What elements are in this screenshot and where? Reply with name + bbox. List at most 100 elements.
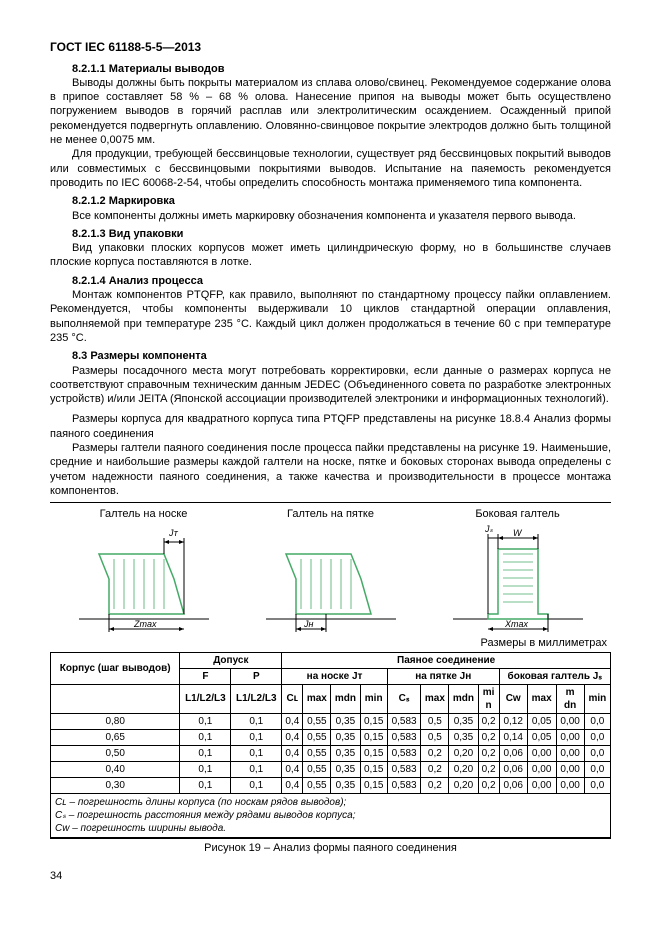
table-cell: 0,2 <box>478 729 499 745</box>
note-cs: Cₛ – погрешность расстояния между рядами… <box>55 809 606 822</box>
table-cell: 0,80 <box>51 713 180 729</box>
table-cell: 0,1 <box>231 761 282 777</box>
toe-diagram-icon: Jᴛ Zmax <box>69 524 219 634</box>
table-cell: 0,1 <box>180 777 231 793</box>
table-cell: 0,00 <box>556 777 584 793</box>
table-cell: 0,35 <box>449 713 478 729</box>
table-cell: 0,5 <box>421 729 449 745</box>
dim-jt: Jᴛ <box>168 528 179 538</box>
doc-header: ГОСТ IEC 61188-5-5—2013 <box>50 40 611 56</box>
th-cl: Cʟ <box>282 684 303 713</box>
table-cell: 0,06 <box>499 745 527 761</box>
table-cell: 0,20 <box>449 777 478 793</box>
dim-xmax: Xmax <box>504 619 529 629</box>
th-bokovaya: боковая галтель Jₛ <box>499 668 610 684</box>
para-83-3: Размеры галтели паяного соединения после… <box>50 441 611 498</box>
figure-19: Галтель на носке Jᴛ Zmax Галтель на пятк… <box>50 502 611 839</box>
table-cell: 0,1 <box>180 729 231 745</box>
table-cell: 0,35 <box>331 729 360 745</box>
th-cs: Cₛ <box>387 684 421 713</box>
th-korpus: Корпус (шаг выводов) <box>51 652 180 684</box>
table-cell: 0,00 <box>556 713 584 729</box>
dim-w: W <box>513 528 523 538</box>
table-cell: 0,00 <box>556 729 584 745</box>
dim-js: Jₛ <box>484 524 494 534</box>
page-number: 34 <box>50 869 611 883</box>
table-cell: 0,15 <box>360 745 387 761</box>
table-cell: 0,2 <box>478 777 499 793</box>
table-cell: 0,15 <box>360 777 387 793</box>
table-cell: 0,0 <box>584 713 610 729</box>
note-cw: Cw – погрешность ширины вывода. <box>55 822 606 835</box>
table-cell: 0,4 <box>282 729 303 745</box>
table-cell: 0,05 <box>527 713 556 729</box>
table-cell: 0,2 <box>421 777 449 793</box>
table-cell: 0,06 <box>499 761 527 777</box>
th-min2: min <box>478 684 499 713</box>
table-cell: 0,20 <box>449 761 478 777</box>
table-row: 0,500,10,10,40,550,350,150,5830,20,200,2… <box>51 745 611 761</box>
th-dopusk: Допуск <box>180 652 282 668</box>
th-pyatke: на пятке Jн <box>387 668 499 684</box>
table-cell: 0,4 <box>282 713 303 729</box>
side-diagram-icon: Jₛ W Xmax <box>443 524 593 634</box>
note-cl: Cʟ – погрешность длины корпуса (по носка… <box>55 796 606 809</box>
th-max3: max <box>527 684 556 713</box>
table-cell: 0,5 <box>421 713 449 729</box>
table-cell: 0,55 <box>303 745 331 761</box>
table-cell: 0,00 <box>556 761 584 777</box>
table-cell: 0,20 <box>449 745 478 761</box>
table-cell: 0,2 <box>421 745 449 761</box>
table-cell: 0,30 <box>51 777 180 793</box>
dim-caption: Размеры в миллиметрах <box>50 634 611 652</box>
table-cell: 0,2 <box>421 761 449 777</box>
th-payanoe: Паяное соединение <box>282 652 611 668</box>
th-l123b: L1/L2/L3 <box>231 684 282 713</box>
table-cell: 0,14 <box>499 729 527 745</box>
table-cell: 0,1 <box>231 777 282 793</box>
table-cell: 0,4 <box>282 761 303 777</box>
para-8211-1: Выводы должны быть покрыты материалом из… <box>50 76 611 147</box>
para-83-2: Размеры корпуса для квадратного корпуса … <box>50 412 611 441</box>
heading-8214: 8.2.1.4 Анализ процесса <box>50 274 611 288</box>
fig-label-heel: Галтель на пятке <box>237 507 424 523</box>
table-cell: 0,35 <box>449 729 478 745</box>
table-cell: 0,2 <box>478 745 499 761</box>
table-cell: 0,55 <box>303 777 331 793</box>
table-cell: 0,4 <box>282 745 303 761</box>
dim-zmax: Zmax <box>133 619 157 629</box>
table-cell: 0,55 <box>303 729 331 745</box>
th-noske: на носке Jᴛ <box>282 668 388 684</box>
th-min3: min <box>584 684 610 713</box>
table-cell: 0,35 <box>331 777 360 793</box>
table-cell: 0,35 <box>331 761 360 777</box>
table-cell: 0,1 <box>231 745 282 761</box>
table-cell: 0,00 <box>527 777 556 793</box>
table-cell: 0,50 <box>51 745 180 761</box>
fig-label-side: Боковая галтель <box>424 507 611 523</box>
table-row: 0,400,10,10,40,550,350,150,5830,20,200,2… <box>51 761 611 777</box>
para-8214-1: Монтаж компонентов PTQFP, как правило, в… <box>50 288 611 345</box>
table-cell: 0,1 <box>231 729 282 745</box>
table-cell: 0,35 <box>331 745 360 761</box>
th-p: P <box>231 668 282 684</box>
solder-fillet-table: Корпус (шаг выводов) Допуск Паяное соеди… <box>50 652 611 838</box>
th-max1: max <box>303 684 331 713</box>
table-cell: 0,583 <box>387 745 421 761</box>
table-cell: 0,06 <box>499 777 527 793</box>
table-cell: 0,583 <box>387 713 421 729</box>
table-cell: 0,00 <box>556 745 584 761</box>
th-cw: Cw <box>499 684 527 713</box>
table-cell: 0,0 <box>584 761 610 777</box>
table-cell: 0,4 <box>282 777 303 793</box>
figure-caption: Рисунок 19 – Анализ формы паяного соедин… <box>50 841 611 855</box>
para-8212-1: Все компоненты должны иметь маркировку о… <box>50 209 611 223</box>
para-8211-2: Для продукции, требующей бессвинцовые те… <box>50 147 611 190</box>
th-mdn3: mdn <box>556 684 584 713</box>
table-cell: 0,15 <box>360 713 387 729</box>
table-cell: 0,00 <box>527 761 556 777</box>
table-cell: 0,1 <box>180 713 231 729</box>
table-cell: 0,35 <box>331 713 360 729</box>
dim-jh: Jн <box>303 619 314 629</box>
table-cell: 0,0 <box>584 745 610 761</box>
